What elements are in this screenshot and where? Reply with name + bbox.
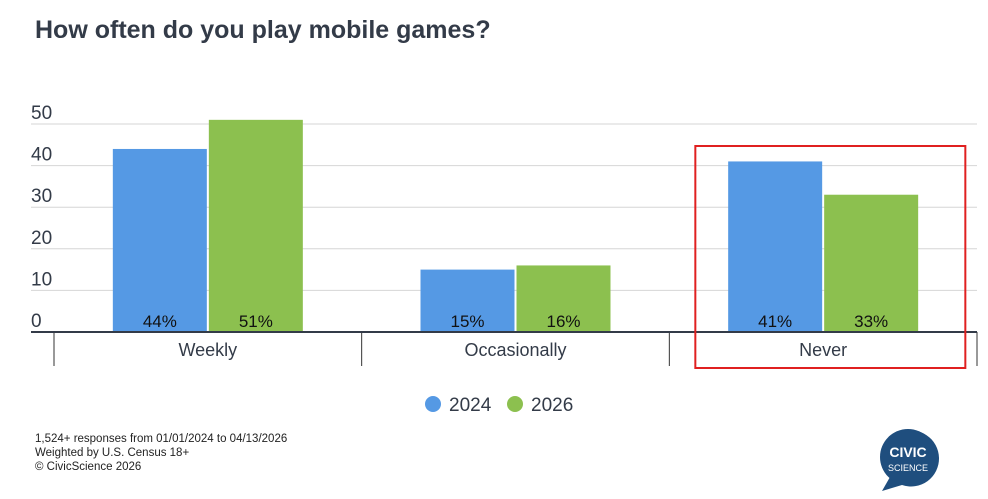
x-tick-label: Weekly bbox=[178, 340, 237, 360]
bar-2024 bbox=[112, 148, 207, 332]
y-tick-label: 10 bbox=[31, 269, 52, 290]
y-tick-label: 40 bbox=[31, 145, 52, 166]
legend-marker-2026 bbox=[507, 396, 523, 412]
civicscience-logo: CIVIC SCIENCE bbox=[880, 429, 940, 491]
footnote-responses: 1,524+ responses from 01/01/2024 to 04/1… bbox=[35, 433, 288, 445]
y-tick-label: 0 bbox=[31, 311, 42, 332]
bar-chart: 0 10 20 30 40 50 44% 51%Weekly 15% 16% Occasionall… bbox=[31, 103, 978, 416]
legend-label: 2026 bbox=[531, 395, 573, 416]
footnote-copyright: © CivicScience 2026 bbox=[35, 461, 142, 473]
data-label: 41% bbox=[758, 312, 792, 331]
bar-2026 bbox=[208, 119, 303, 332]
data-label: 15% bbox=[450, 312, 484, 331]
bar-2026 bbox=[516, 265, 611, 332]
x-tick-label: Never bbox=[799, 340, 847, 360]
chart-title: How often do you play mobile games? bbox=[35, 16, 491, 44]
bar-2026 bbox=[824, 194, 919, 332]
y-tick-label: 30 bbox=[31, 186, 52, 207]
x-tick-label: Occasionally bbox=[464, 340, 566, 360]
y-tick-label: 20 bbox=[31, 228, 52, 249]
data-label: 44% bbox=[143, 312, 177, 331]
bar-2024 bbox=[420, 269, 515, 332]
legend-marker-2024 bbox=[425, 396, 441, 412]
data-label: 33% bbox=[854, 312, 888, 331]
logo-text-science: SCIENCE bbox=[888, 463, 928, 473]
data-label: 16% bbox=[546, 312, 580, 331]
legend-label: 2024 bbox=[449, 395, 492, 416]
highlight-box bbox=[694, 145, 967, 369]
footnote: 1,524+ responses from 01/01/2024 to 04/1… bbox=[35, 432, 287, 474]
logo-text-civic: CIVIC bbox=[889, 444, 926, 460]
data-label: 51% bbox=[239, 312, 273, 331]
bar-2024 bbox=[728, 161, 823, 332]
footnote-weighting: Weighted by U.S. Census 18+ bbox=[35, 447, 190, 459]
y-tick-label: 50 bbox=[31, 103, 52, 124]
